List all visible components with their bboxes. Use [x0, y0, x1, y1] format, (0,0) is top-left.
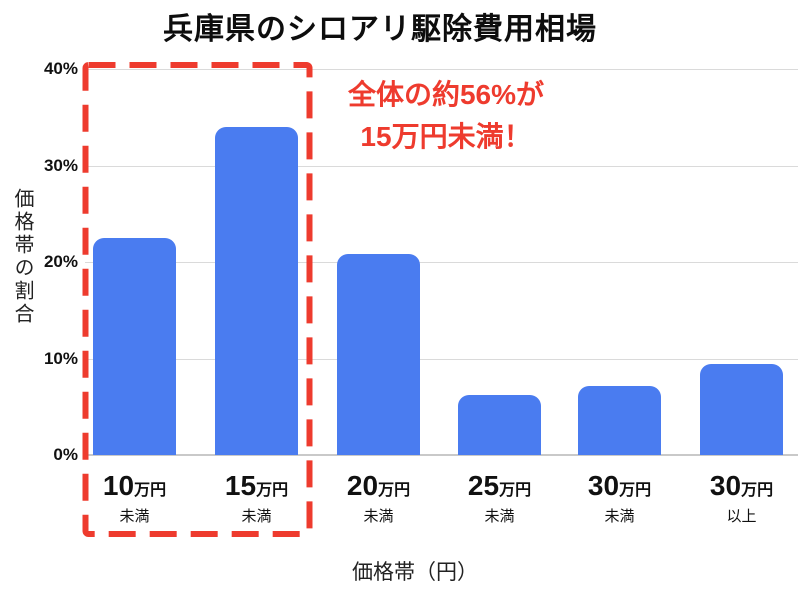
gridline [85, 358, 798, 360]
gridline [85, 69, 798, 70]
gridline [85, 165, 798, 167]
x-tick-label: 10万円未満 [70, 470, 200, 526]
x-tick-amount: 15万円 [192, 470, 322, 502]
x-tick-number: 30 [587, 470, 620, 501]
x-tick-amount: 30万円 [555, 470, 685, 502]
y-tick-label: 20% [43, 252, 78, 271]
x-tick-unit: 万円 [134, 482, 167, 499]
annotation: 全体の約56%が 15万円未満！ [318, 74, 574, 158]
x-tick-label: 15万円未満 [192, 470, 322, 526]
bar [458, 395, 541, 455]
bar [700, 364, 783, 455]
gridline [85, 262, 798, 263]
x-tick-unit: 万円 [741, 482, 774, 499]
y-axis-title: 価格帯の割合 [11, 188, 33, 326]
annotation-line-2: 15万円未満！ [360, 121, 532, 152]
x-tick-number: 30 [709, 470, 742, 501]
x-tick-unit: 万円 [499, 482, 532, 499]
y-tick-label: 0% [53, 445, 78, 464]
x-tick-unit: 万円 [378, 482, 411, 499]
x-tick-label: 25万円未満 [435, 470, 565, 526]
bar [215, 126, 298, 455]
x-tick-qualifier: 未満 [484, 508, 515, 525]
x-axis-title: 価格帯（円） [352, 561, 478, 584]
x-tick-qualifier: 未満 [241, 508, 272, 525]
x-tick-unit: 万円 [619, 482, 652, 499]
x-tick-number: 10 [102, 470, 135, 501]
x-tick-amount: 20万円 [314, 470, 444, 502]
x-tick-number: 20 [346, 470, 379, 501]
y-tick-label: 30% [43, 155, 78, 175]
x-tick-qualifier: 未満 [604, 508, 635, 525]
x-tick-amount: 25万円 [435, 470, 565, 502]
x-tick-unit: 万円 [256, 482, 289, 499]
x-tick-label: 30万円未満 [555, 470, 685, 526]
x-tick-qualifier: 未満 [119, 508, 150, 525]
x-tick-amount: 30万円 [677, 470, 800, 502]
x-tick-label: 30万円以上 [677, 470, 800, 526]
y-tick-label: 40% [43, 59, 78, 78]
annotation-line-1: 全体の約56%が [347, 79, 545, 110]
x-axis-baseline [85, 454, 798, 456]
x-tick-amount: 10万円 [70, 470, 200, 502]
x-tick-number: 15 [224, 470, 257, 501]
x-tick-qualifier: 未満 [363, 508, 394, 525]
y-tick-label: 10% [43, 348, 78, 368]
bar [578, 386, 661, 455]
bar [337, 254, 420, 455]
x-tick-qualifier: 以上 [726, 508, 757, 525]
chart-title: 兵庫県のシロアリ駆除費用相場 [163, 13, 597, 46]
bar [93, 237, 176, 455]
x-tick-label: 20万円未満 [314, 470, 444, 526]
x-tick-number: 25 [467, 470, 500, 501]
